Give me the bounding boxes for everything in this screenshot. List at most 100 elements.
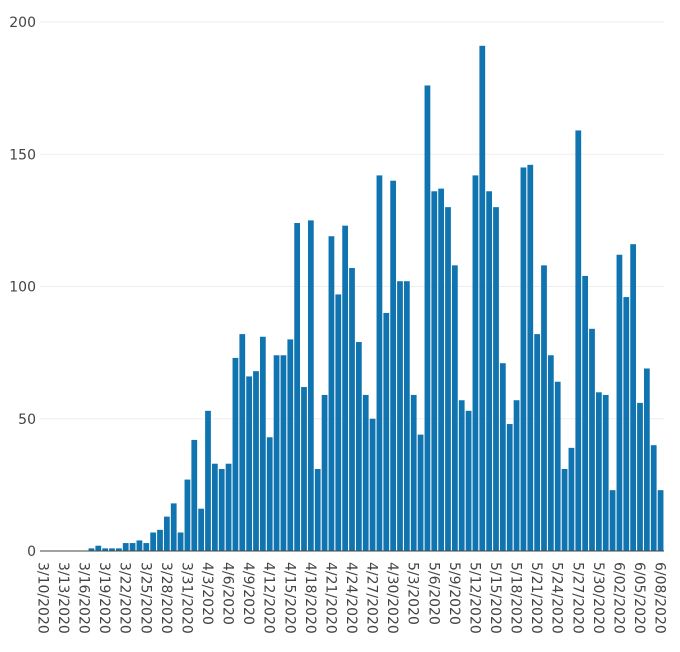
bar (177, 532, 184, 551)
bar (321, 394, 328, 551)
bar (246, 376, 253, 551)
x-tick-label: 5/6/2020 (425, 562, 441, 625)
x-tick-label: 5/27/2020 (569, 562, 585, 634)
bar (122, 543, 129, 551)
bar (650, 445, 657, 551)
bar (129, 543, 136, 551)
bar (376, 175, 383, 551)
bar (390, 180, 397, 551)
x-tick-label: 6/08/2020 (652, 562, 668, 634)
bar (506, 424, 513, 551)
bar (109, 548, 115, 551)
y-tick-label: 150 (9, 147, 36, 163)
bar (259, 336, 266, 551)
bar (595, 392, 602, 551)
bar (609, 490, 616, 551)
bar (561, 469, 568, 551)
bar (301, 387, 307, 551)
bar (417, 434, 424, 551)
x-tick-label: 5/24/2020 (549, 562, 565, 634)
bar (458, 400, 465, 551)
bar (637, 402, 643, 551)
bar (307, 220, 314, 551)
bar (211, 463, 218, 551)
bar (424, 85, 431, 551)
bar (184, 479, 191, 551)
bar (554, 381, 561, 551)
bar (294, 223, 301, 551)
x-tick-label: 6/02/2020 (610, 562, 626, 634)
bar (115, 548, 122, 551)
x-tick-label: 3/16/2020 (76, 562, 92, 634)
x-tick-label: 3/19/2020 (96, 562, 112, 634)
bar (273, 355, 280, 551)
x-tick-label: 4/24/2020 (343, 562, 359, 634)
x-tick-label: 4/15/2020 (281, 562, 297, 634)
bar (451, 265, 458, 551)
bar (225, 463, 232, 551)
bar (287, 339, 294, 551)
x-tick-label: 5/21/2020 (528, 562, 544, 634)
x-tick-label: 3/31/2020 (178, 562, 194, 634)
bar (328, 236, 335, 551)
bar (527, 164, 534, 551)
bar (410, 394, 417, 551)
x-tick-label: 5/30/2020 (590, 562, 606, 634)
x-tick-label: 4/9/2020 (240, 562, 256, 625)
bar (445, 207, 451, 551)
bar (369, 418, 376, 551)
y-tick-label: 100 (9, 280, 36, 296)
bar (88, 548, 95, 551)
bar (136, 540, 143, 551)
bar (623, 297, 630, 551)
bar (383, 312, 390, 551)
bar (232, 357, 239, 551)
bar (493, 207, 499, 551)
bar (403, 281, 410, 551)
x-tick-label: 5/12/2020 (466, 562, 482, 634)
x-tick-label: 5/15/2020 (487, 562, 503, 634)
y-tick-label: 50 (18, 412, 36, 428)
bar (616, 254, 623, 551)
bar (534, 334, 541, 551)
bar (335, 294, 342, 551)
bar (102, 548, 109, 551)
bar (513, 400, 520, 551)
x-tick-label: 3/22/2020 (117, 562, 133, 634)
bar (218, 469, 225, 551)
bar (349, 267, 355, 551)
bar (397, 281, 403, 551)
bar (630, 244, 637, 551)
bar (342, 225, 349, 552)
bar (253, 371, 259, 551)
bar (657, 490, 664, 551)
x-tick-label: 3/28/2020 (158, 562, 174, 634)
x-tick-label: 5/3/2020 (405, 562, 421, 625)
y-tick-label: 0 (27, 544, 36, 560)
x-tick-label: 5/9/2020 (446, 562, 462, 625)
bar (191, 439, 198, 551)
x-tick-label: 4/30/2020 (384, 562, 400, 634)
bar (547, 355, 554, 551)
bar (479, 45, 486, 552)
bar (314, 469, 321, 551)
bar (520, 167, 527, 551)
bar (198, 508, 205, 551)
bar (472, 175, 479, 551)
bar (266, 437, 273, 551)
x-tick-label: 4/21/2020 (322, 562, 338, 634)
x-tick-label: 4/18/2020 (302, 562, 318, 634)
bar (205, 410, 211, 551)
bar (362, 394, 369, 551)
bar (150, 532, 157, 551)
bar (541, 265, 547, 551)
bar (568, 447, 575, 551)
y-tick-label: 200 (9, 15, 36, 31)
x-tick-label: 4/12/2020 (261, 562, 277, 634)
x-tick-label: 5/18/2020 (508, 562, 524, 634)
bar (157, 529, 163, 551)
bar (465, 410, 472, 551)
bar (143, 543, 150, 551)
bar (239, 334, 246, 551)
